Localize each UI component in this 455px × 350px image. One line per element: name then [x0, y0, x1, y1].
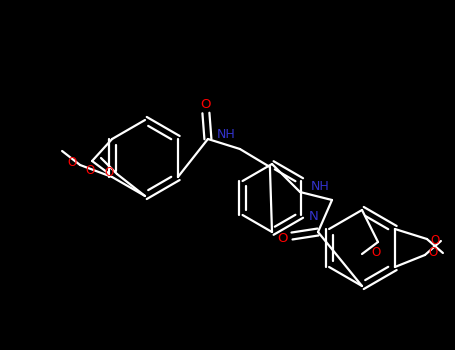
Text: O: O [277, 231, 287, 245]
Text: O: O [86, 164, 95, 177]
Text: O: O [371, 245, 381, 259]
Text: N: N [308, 210, 318, 224]
Text: O: O [428, 246, 438, 259]
Text: O: O [67, 156, 77, 169]
Text: O: O [430, 234, 440, 247]
Text: O: O [104, 166, 114, 178]
Text: O: O [201, 98, 211, 111]
Text: NH: NH [311, 180, 329, 193]
Text: NH: NH [217, 127, 235, 140]
